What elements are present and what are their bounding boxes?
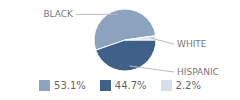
html-text:2.2%: 2.2% — [175, 80, 201, 91]
svg-text:HISPANIC: HISPANIC — [177, 67, 219, 77]
html-text:53.1%: 53.1% — [54, 80, 86, 91]
html-text:44.7%: 44.7% — [114, 80, 147, 91]
svg-text:BLACK: BLACK — [43, 9, 74, 19]
svg-text:WHITE: WHITE — [177, 39, 207, 49]
